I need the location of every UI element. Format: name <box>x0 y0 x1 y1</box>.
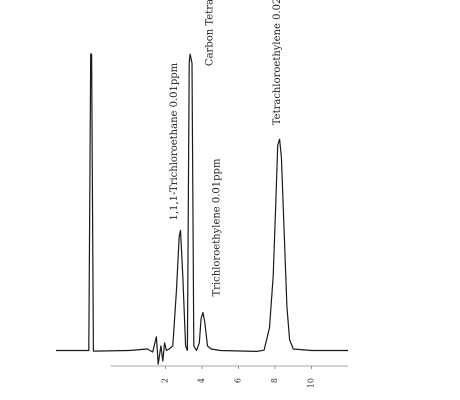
x-tick-label-1: 4 <box>197 378 206 383</box>
x-axis: 2 4 6 8 10 <box>110 365 348 388</box>
peak-label-2: Trichloroethylene 0.01ppm <box>211 158 222 296</box>
trace-layer <box>56 53 348 365</box>
x-tick-label-3: 8 <box>270 378 279 383</box>
x-tick-label-0: 2 <box>161 378 170 383</box>
peak-label-3: Tetrachloroethylene 0.02ppm <box>272 0 283 125</box>
x-tick-label-4: 10 <box>307 378 316 388</box>
peak-label-1: Carbon Tetrachloride 0.01ppm <box>205 0 216 66</box>
x-tick-label-2: 6 <box>234 378 243 383</box>
peak-labels: 1,1,1-Trichloroethane 0.01ppm Carbon Tetr… <box>169 0 283 296</box>
chromatogram-trace-0 <box>56 53 348 365</box>
peak-label-0: 1,1,1-Trichloroethane 0.01ppm <box>169 62 180 220</box>
